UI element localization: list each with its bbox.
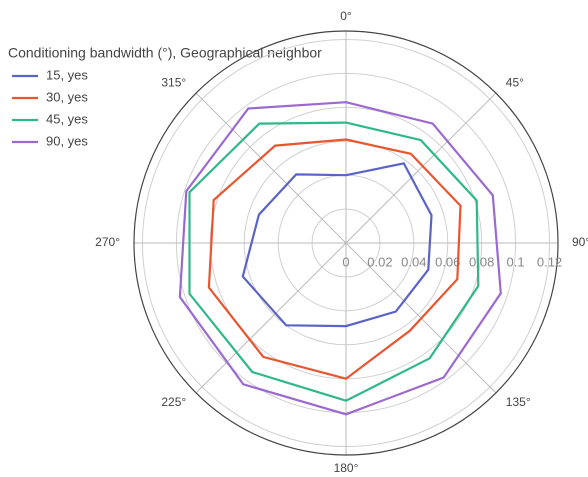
radial-tick-label: 0.1: [507, 254, 525, 269]
angular-grid-line: [195, 242, 347, 394]
angular-tick-label: 225°: [161, 395, 186, 409]
radial-tick-label: 0.08: [469, 254, 494, 269]
angular-tick-label: 315°: [161, 75, 186, 89]
series-line: [207, 138, 462, 380]
radial-tick-label: 0.04: [401, 254, 426, 269]
radial-tick-label: 0.02: [367, 254, 392, 269]
angular-tick-label: 135°: [506, 395, 531, 409]
legend-label: 15, yes: [46, 67, 88, 82]
legend-label: 45, yes: [46, 111, 88, 126]
legend-label: 90, yes: [46, 133, 88, 148]
series-line: [178, 101, 502, 416]
angular-grid-line: [345, 92, 497, 244]
angular-tick-label: 90°: [572, 235, 588, 249]
angular-grid-line: [195, 92, 347, 244]
angular-tick-label: 45°: [506, 75, 524, 89]
angular-tick-label: 0°: [340, 9, 352, 23]
radial-tick-label: 0.12: [537, 254, 562, 269]
radial-tick-label: 0.06: [435, 254, 460, 269]
radial-tick-label: 0: [342, 254, 349, 269]
legend-label: 30, yes: [46, 89, 88, 104]
series-line: [188, 121, 480, 402]
series-line: [241, 162, 433, 328]
angular-tick-label: 180°: [334, 461, 359, 475]
outer-circle: [133, 30, 559, 456]
angular-tick-label: 270°: [95, 235, 120, 249]
